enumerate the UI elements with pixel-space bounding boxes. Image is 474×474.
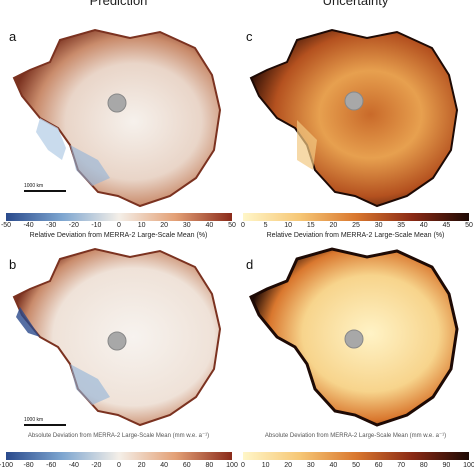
colorbar-bottom-right: Absolute Deviation from MERRA-2 Large-Sc… <box>237 433 474 474</box>
colorbar-label-bl: Absolute Deviation from MERRA-2 Large-Sc… <box>27 433 210 439</box>
colorbar-tick: 90 <box>442 462 451 469</box>
colorbar-tick: 80 <box>205 462 214 469</box>
colorbar-tick: 40 <box>419 222 428 229</box>
colorbar-tick: 20 <box>160 222 169 229</box>
colorbar-tick: -40 <box>68 462 79 469</box>
colorbar-tick: 50 <box>465 222 473 229</box>
colorbar-tick: 60 <box>374 462 383 469</box>
colorbar-tick: -20 <box>91 462 102 469</box>
scale-bar-b: 1000 km <box>24 417 66 426</box>
colorbar-tick: -50 <box>0 222 12 229</box>
panel-letter-b: b <box>9 257 17 272</box>
colorbar-tick: 100 <box>226 462 238 469</box>
colorbar-tick: 10 <box>284 222 293 229</box>
column-title-uncertainty: Uncertainty <box>322 0 389 8</box>
colorbar-tick: 60 <box>182 462 191 469</box>
colorbar-label-tr: Relative Deviation from MERRA-2 Large-Sc… <box>266 232 445 239</box>
pole-hole-b <box>107 331 127 351</box>
panel-d: d <box>237 237 474 437</box>
colorbar-top-right: 0 5 10 15 20 25 30 35 40 45 50 Relative Deviation … <box>237 213 474 253</box>
scale-bar-a: 1000 km <box>24 183 66 192</box>
colorbar-label-tl: Relative Deviation from MERRA-2 Large-Sc… <box>29 232 208 239</box>
antarctica-map-b <box>12 247 222 427</box>
colorbar-tick: 15 <box>306 222 315 229</box>
colorbar-tick: 80 <box>419 462 428 469</box>
panel-a: Prediction a 1000 km <box>0 0 237 237</box>
panel-letter-c: c <box>246 29 253 44</box>
pole-hole-c <box>344 91 364 111</box>
colorbar-tick: -10 <box>91 222 102 229</box>
panel-c: Uncertainty c <box>237 0 474 237</box>
colorbar-ticks-bl: -100 -80 -60 -40 -20 0 20 40 60 80 100 <box>0 462 238 472</box>
panel-b: b 1000 km <box>0 237 237 437</box>
colorbar-tick: -30 <box>46 222 57 229</box>
colorbar-tick: 20 <box>137 462 146 469</box>
colorbar-tick: 30 <box>182 222 191 229</box>
colorbar-tick: 25 <box>352 222 360 229</box>
colorbar-ticks-tr: 0 5 10 15 20 25 30 35 40 45 50 <box>241 222 473 232</box>
antarctica-map-a <box>12 28 222 208</box>
pole-hole-d <box>344 329 364 349</box>
colorbar-tick: 40 <box>160 462 169 469</box>
colorbar-tick: 50 <box>352 462 360 469</box>
colorbar-tick: -60 <box>46 462 57 469</box>
colorbar-tick: 20 <box>284 462 293 469</box>
colorbar-tick: 0 <box>117 222 121 229</box>
colorbar-tick: 0 <box>241 222 245 229</box>
colorbar-tick: 50 <box>228 222 236 229</box>
colorbar-tick: -20 <box>68 222 79 229</box>
colorbar-tick: 70 <box>397 462 406 469</box>
colorbar-tick: 30 <box>306 462 315 469</box>
colorbar-tick: 100 <box>463 462 474 469</box>
colorbar-tick: -80 <box>23 462 34 469</box>
colorbar-tick: 40 <box>205 222 214 229</box>
colorbar-tick: 5 <box>263 222 268 229</box>
colorbar-tick: 0 <box>117 462 121 469</box>
colorbar-tick: 30 <box>374 222 383 229</box>
colorbar-bottom-left: Absolute Deviation from MERRA-2 Large-Sc… <box>0 433 238 474</box>
panel-letter-d: d <box>246 257 254 272</box>
colorbar-tick: 35 <box>397 222 406 229</box>
antarctica-map-c <box>249 28 459 208</box>
colorbar-tick: -40 <box>23 222 34 229</box>
colorbar-label-br: Absolute Deviation from MERRA-2 Large-Sc… <box>264 433 447 439</box>
pole-hole-a <box>107 93 127 113</box>
column-title-prediction: Prediction <box>89 0 148 8</box>
colorbar-ticks-br: 0 10 20 30 40 50 60 70 80 90 100 <box>241 462 474 472</box>
panel-letter-a: a <box>9 29 17 44</box>
colorbar-tick: 10 <box>137 222 146 229</box>
colorbar-top-left: -50 -40 -30 -20 -10 0 10 20 30 40 50 Relative Devi… <box>0 213 237 253</box>
colorbar-tick: -100 <box>0 462 14 469</box>
colorbar-tick: 10 <box>261 462 270 469</box>
colorbar-tick: 20 <box>329 222 338 229</box>
antarctica-map-d <box>249 247 459 427</box>
colorbar-tick: 45 <box>442 222 451 229</box>
colorbar-ticks-tl: -50 -40 -30 -20 -10 0 10 20 30 40 50 <box>1 222 236 232</box>
scale-label-a: 1000 km <box>24 183 44 189</box>
colorbar-tick: 40 <box>329 462 338 469</box>
scale-label-b: 1000 km <box>24 417 44 423</box>
colorbar-tick: 0 <box>241 462 245 469</box>
